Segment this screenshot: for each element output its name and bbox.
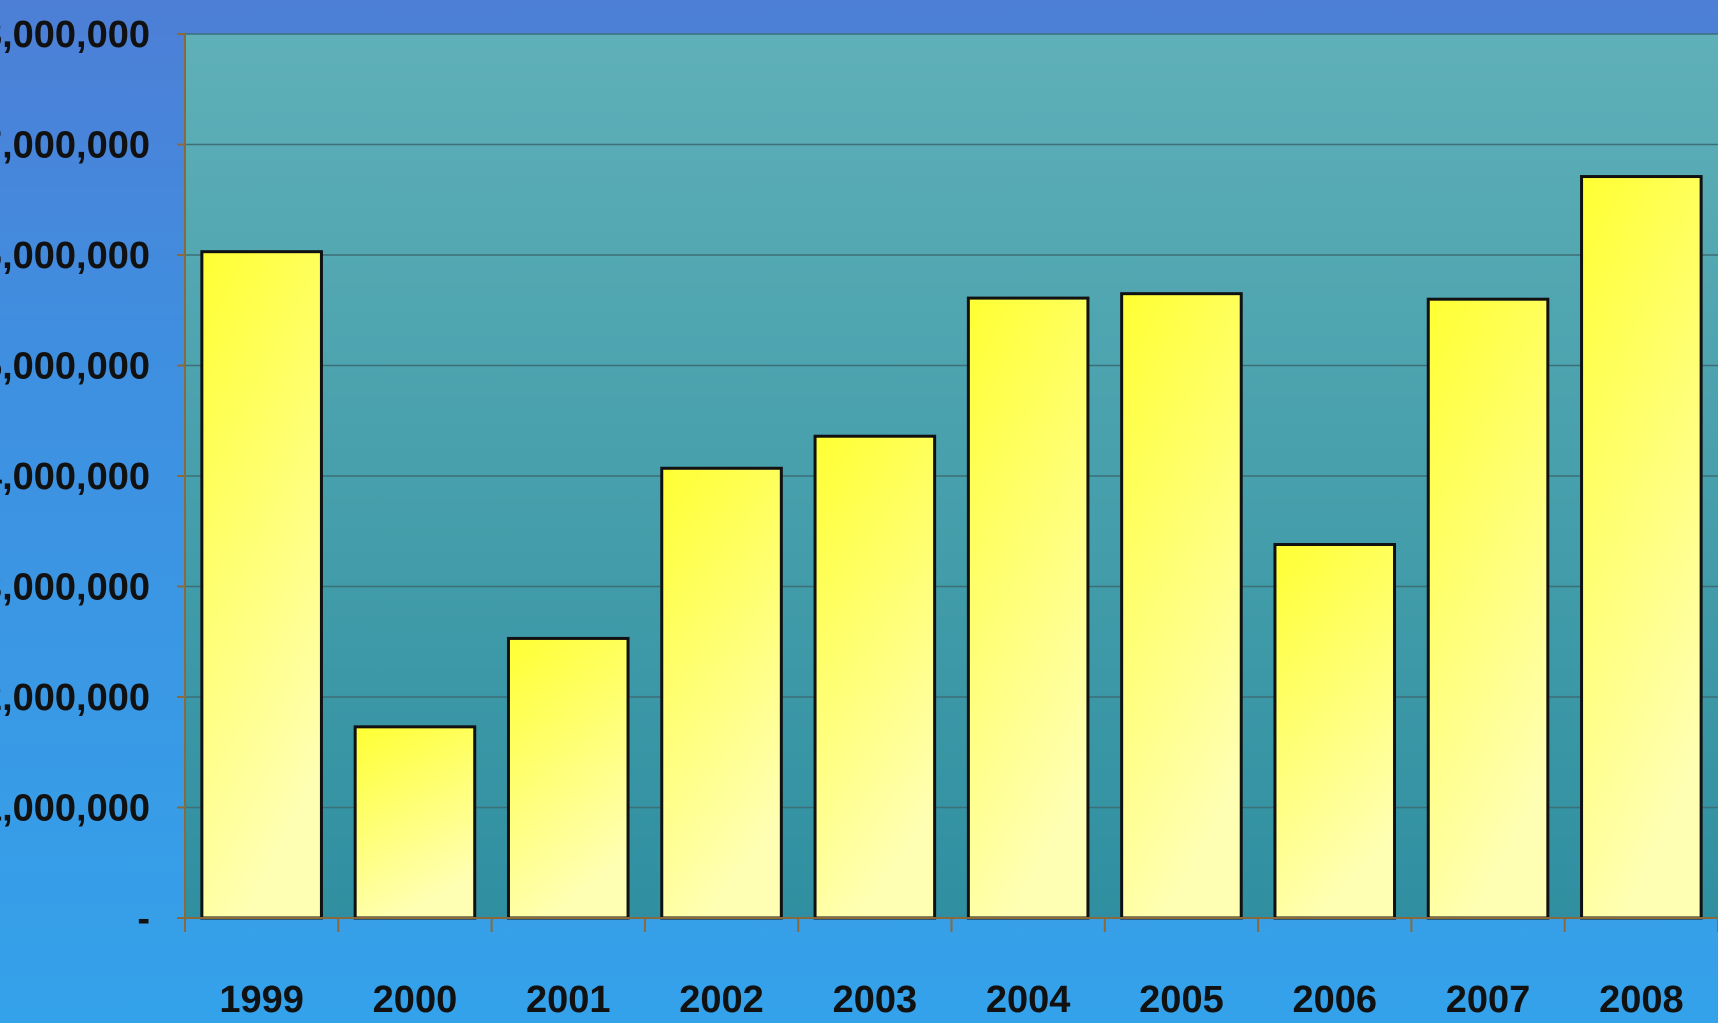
x-category-labels: 1999 2000 2001 2002 2003 2004 2005 2006 2007 2008	[219, 979, 1683, 1021]
bar-2006	[1273, 543, 1397, 920]
x-tick-label-2007: 2007	[1446, 979, 1531, 1021]
y-tick-label: 7,000,000	[0, 125, 150, 167]
y-tick-labels: - 1,000,000 2,000,000 3,000,000 4,000,000 5,0…	[0, 14, 150, 940]
x-tick-label-2000: 2000	[373, 979, 458, 1021]
y-tick-label: -	[137, 898, 150, 940]
bar-2005	[1120, 292, 1243, 920]
axes	[177, 33, 1718, 932]
y-tick-label: 3,000,000	[0, 567, 150, 609]
x-tick-label-2006: 2006	[1292, 979, 1377, 1021]
y-tick-label: 4,000,000	[0, 456, 150, 498]
y-tick-label: 1,000,000	[0, 788, 150, 830]
bar-2001	[506, 636, 630, 920]
x-tick-label-2001: 2001	[526, 979, 611, 1021]
bar-2004	[966, 296, 1090, 920]
bar-2003	[813, 434, 937, 920]
y-tick-label: 8,000,000	[0, 14, 150, 56]
y-tick-label: 6,000,000	[0, 235, 150, 277]
y-tick-label: 5,000,000	[0, 346, 150, 388]
x-tick-label-2008: 2008	[1599, 979, 1684, 1021]
y-tick-label: 2,000,000	[0, 677, 150, 719]
bar-1999	[200, 250, 323, 920]
x-tick-label-2005: 2005	[1139, 979, 1224, 1021]
bars	[200, 175, 1703, 920]
x-tick-label-2003: 2003	[833, 979, 918, 1021]
x-tick-label-2002: 2002	[679, 979, 764, 1021]
x-tick-label-1999: 1999	[219, 979, 304, 1021]
x-tick-label-2004: 2004	[986, 979, 1071, 1021]
bar-2002	[660, 466, 783, 920]
bar-2000	[353, 725, 477, 920]
bar-2008	[1580, 175, 1703, 920]
bar-2007	[1426, 297, 1550, 920]
